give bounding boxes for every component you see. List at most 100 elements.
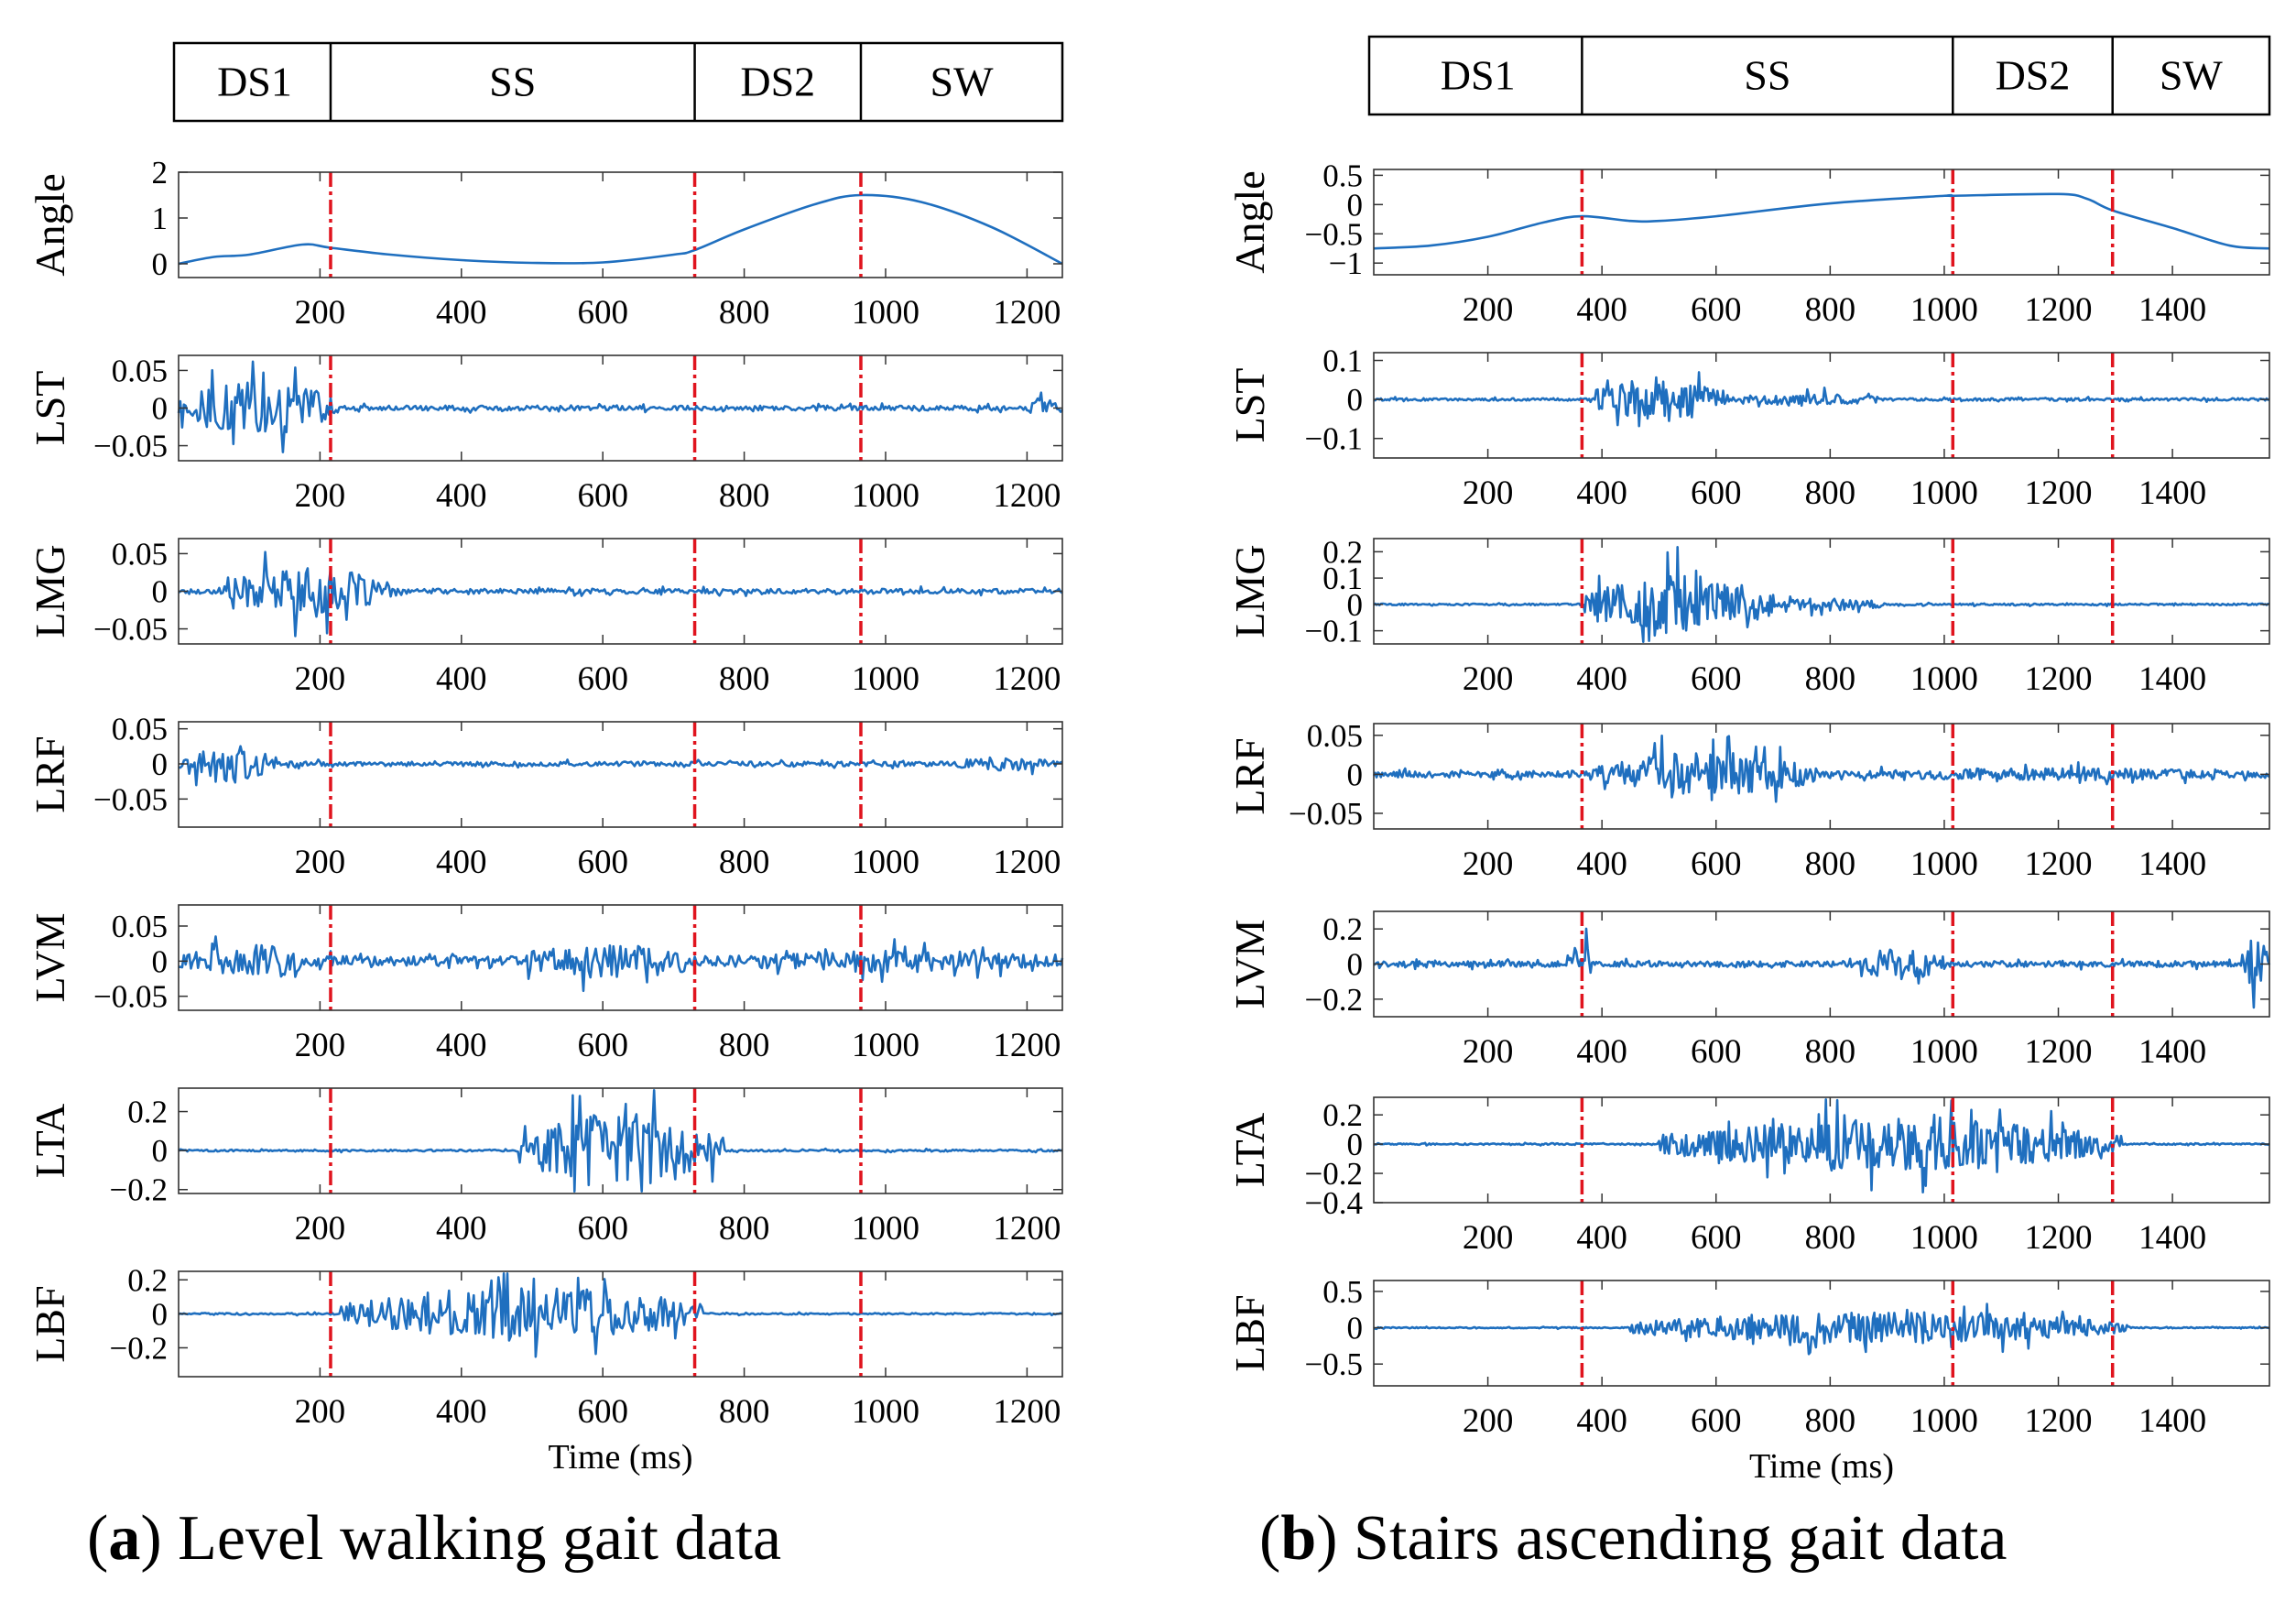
x-tick-label: 1000 [1910,660,1978,698]
y-axis-label-lbf: LBF [27,1285,73,1362]
x-tick-label: 800 [1805,1033,1856,1071]
y-tick-label: −0.1 [1305,421,1364,457]
x-tick-label: 400 [436,1027,487,1064]
x-tick-label: 600 [1691,474,1742,512]
phase-label-sw: SW [930,59,994,105]
x-tick-label: 200 [295,477,346,515]
subplot-a-lta: 0.20−0.2 200 400 600 800 1000 1200 LTA [27,1087,1063,1248]
phase-label-ds1: DS1 [217,59,292,105]
x-tick-label: 200 [1463,291,1514,329]
x-tick-label: 400 [1576,660,1627,698]
subplot-b-angle: 0.50−0.5−1 200 400 600 800 1000 1200 1400 Angle [1226,158,2270,329]
x-tick-label: 800 [719,1210,770,1248]
axes-frame [178,171,1063,278]
phase-label-ss: SS [1744,52,1790,99]
x-tick-label: 800 [719,1027,770,1064]
x-tick-label: 1200 [2025,660,2093,698]
axes-frame [1373,538,2270,645]
y-axis-label-lst: LST [27,371,73,446]
y-tick-label: 0.2 [127,1262,168,1298]
y-tick-label: −0.05 [93,781,168,817]
x-tick-label: 800 [719,660,770,698]
y-axis-label-angle: Angle [1226,170,1273,273]
x-tick-label: 800 [719,844,770,881]
y-tick-label: 0.05 [1307,718,1363,754]
x-tick-label: 600 [577,1210,628,1248]
x-tick-label: 400 [1576,474,1627,512]
x-tick-label: 400 [1576,1219,1627,1257]
x-tick-label: 1000 [1910,291,1978,329]
subplot-a-lvm: 0.050−0.05 200 400 600 800 1000 1200 LVM [27,904,1064,1064]
y-axis-label-lbf: LBF [1226,1294,1273,1371]
x-tick-label: 1200 [993,1027,1061,1064]
x-tick-label: 200 [1463,845,1514,883]
y-tick-label: 0 [152,574,169,610]
x-tick-label: 1200 [2025,1402,2093,1440]
axes-frame [1373,169,2270,276]
x-tick-label: 200 [295,1210,346,1248]
signal-lmg [1373,546,2270,643]
y-tick-label: 0.1 [1322,343,1363,379]
x-tick-label: 400 [436,1393,487,1431]
y-tick-label: −0.05 [93,979,168,1015]
x-tick-label: 600 [577,1027,628,1064]
x-tick-label: 1000 [852,294,919,332]
signal-lta [1374,1098,2270,1193]
x-tick-label: 800 [719,477,770,515]
x-tick-label: 200 [295,1393,346,1431]
signal-lta [178,1089,1063,1193]
y-tick-label: 0 [1347,382,1364,418]
subplot-b-lbf: 0.50−0.5 200 400 600 800 1000 1200 1400 LBF Time … [1226,1274,2270,1486]
x-tick-label: 1000 [852,1027,919,1064]
x-tick-label: 800 [1805,291,1856,329]
panel-b: DS1 SS DS2 SW0.50−0.5−1200 400 600 800 1000 1200… [1226,35,2271,1486]
x-tick-label: 200 [295,294,346,332]
axes-frame [178,904,1063,1011]
caption-b: (b) Stairs ascending gait data [1259,1503,2008,1574]
subplot-b-lta: 0.20−0.2−0.4 200 400 600 800 1000 1200 1400 LTA [1226,1096,2270,1257]
y-tick-label: −0.5 [1305,216,1364,252]
y-tick-label: −0.2 [1305,1156,1364,1192]
y-tick-label: 0 [152,391,169,427]
axes-frame [178,1270,1063,1378]
x-tick-label: 600 [1691,1219,1742,1257]
phase-bar-frame [172,41,1064,123]
y-tick-label: −0.2 [1305,982,1364,1018]
x-tick-label: 600 [577,1393,628,1431]
x-tick-label: 1000 [1910,1402,1978,1440]
axes-frame [1373,352,2270,459]
signal-lrf [1372,734,2270,803]
signal-angle [1373,192,2270,250]
y-tick-label: −0.5 [1305,1346,1364,1382]
subplot-b-lrf: 0.050 −0.05 200 400 600 800 1000 1200 1400 LRF [1226,718,2270,883]
caption-b-letter: b [1280,1503,1317,1574]
x-tick-label: 800 [1805,474,1856,512]
y-tick-label: 0 [1347,187,1364,223]
x-tick-label: 1400 [2138,1219,2206,1257]
y-tick-label: 0 [1347,1311,1364,1346]
y-tick-label: 0 [1347,757,1364,792]
axes-frame [178,721,1063,828]
y-axis-label-lta: LTA [27,1104,73,1179]
y-axis-label-lmg: LMG [1226,544,1273,638]
signal-lvm [178,935,1064,993]
signal-lrf [178,745,1063,787]
x-tick-label: 400 [1576,1033,1627,1071]
phase-label-ds2: DS2 [1996,52,2071,99]
x-tick-label: 1200 [2025,291,2093,329]
y-tick-label: 0 [152,943,169,979]
phase-bar-frame [1367,35,2271,116]
x-tick-label: 400 [436,660,487,698]
x-tick-label: 200 [1463,1402,1514,1440]
signal-lmg [178,550,1063,638]
y-tick-label: 0.5 [1322,1274,1363,1310]
x-tick-label: 800 [719,1393,770,1431]
phase-bar-b: DS1 SS DS2 SW [1367,35,2271,116]
y-tick-label: 0.2 [127,1095,168,1130]
x-tick-label: 1400 [2138,845,2206,883]
x-tick-label: 1400 [2138,291,2206,329]
subplot-b-lst: 0.10−0.1 200 400 600 800 1000 1200 1400 LST [1226,343,2270,512]
x-tick-label: 800 [1805,1402,1856,1440]
y-tick-label: −0.2 [110,1330,169,1366]
